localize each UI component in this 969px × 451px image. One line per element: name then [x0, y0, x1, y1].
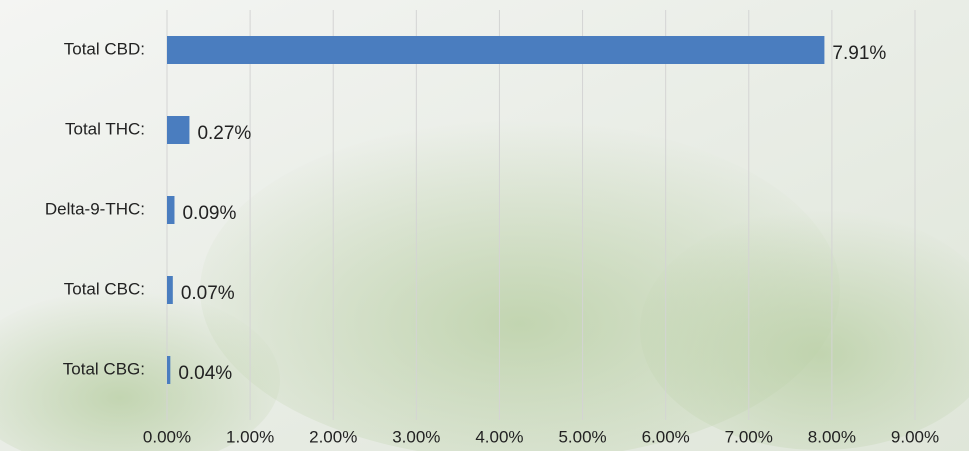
data-label: 0.04% — [178, 363, 232, 384]
data-label: 0.07% — [181, 283, 235, 304]
y-tick-label: Total CBG: — [63, 359, 145, 378]
plot-area: 0.00% 1.00% 2.00% 3.00% 4.00% 5.00% 6.00% 7.00%… — [45, 10, 939, 446]
y-tick-label: Total THC: — [65, 119, 145, 138]
data-label: 0.09% — [182, 203, 236, 224]
bar — [167, 276, 173, 304]
x-tick-label: 7.00% — [725, 427, 773, 446]
x-tick-label: 0.00% — [143, 427, 191, 446]
x-tick-label: 1.00% — [226, 427, 274, 446]
bar — [167, 196, 175, 224]
x-tick-label: 6.00% — [642, 427, 690, 446]
x-tick-label: 3.00% — [392, 427, 440, 446]
data-label: 7.91% — [832, 43, 886, 64]
x-tick-label: 2.00% — [309, 427, 357, 446]
data-label: 0.27% — [197, 123, 251, 144]
x-tick-label: 4.00% — [475, 427, 523, 446]
background-foliage — [0, 290, 280, 451]
y-tick-label: Total CBD: — [64, 39, 145, 58]
y-tick-label: Total CBC: — [64, 279, 145, 298]
bar — [167, 116, 190, 144]
x-tick-label: 8.00% — [808, 427, 856, 446]
background-foliage — [640, 210, 969, 450]
x-tick-label: 5.00% — [558, 427, 606, 446]
bar — [167, 356, 171, 384]
y-tick-label: Delta-9-THC: — [45, 199, 145, 218]
bar — [167, 36, 825, 64]
x-tick-label: 9.00% — [891, 427, 939, 446]
